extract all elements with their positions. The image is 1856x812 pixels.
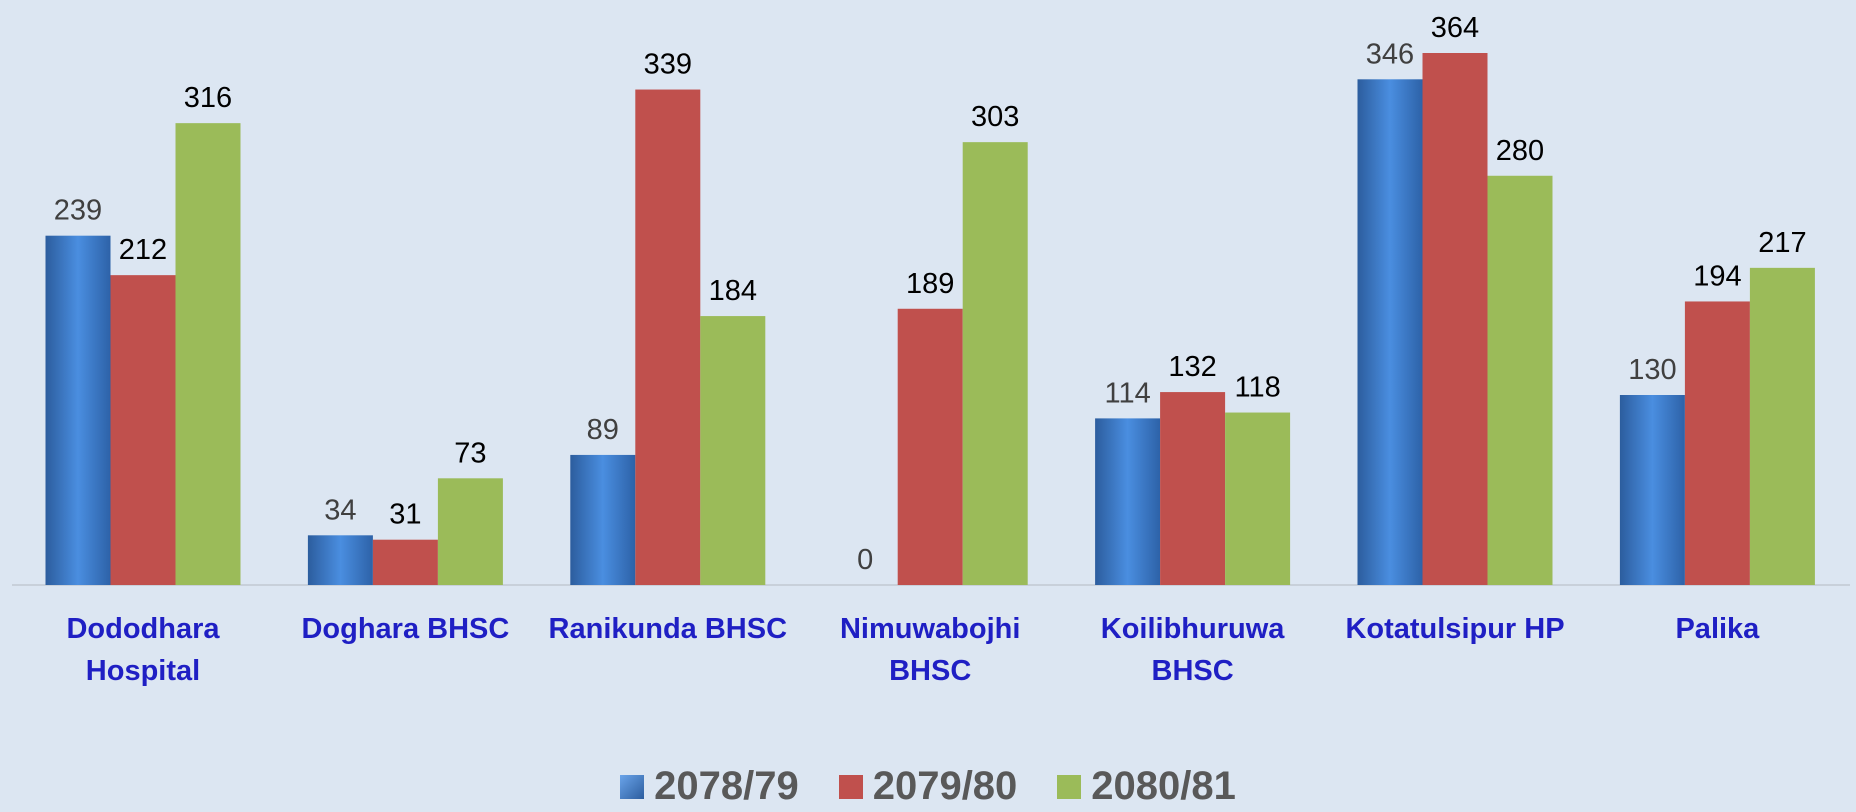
bar — [1619, 395, 1685, 585]
bar — [1160, 392, 1226, 585]
legend: 2078/79 2079/80 2080/81 — [0, 764, 1856, 809]
bar — [437, 478, 503, 585]
bar — [1684, 301, 1750, 585]
value-label: 31 — [389, 499, 421, 531]
value-label: 130 — [1628, 354, 1676, 386]
legend-swatch — [838, 774, 863, 799]
bar — [372, 539, 438, 585]
bar — [1749, 267, 1815, 585]
bar — [1225, 412, 1291, 585]
value-label: 132 — [1168, 351, 1216, 383]
value-label: 346 — [1366, 38, 1414, 70]
legend-label: 2079/80 — [872, 764, 1018, 808]
value-label: 339 — [644, 49, 692, 81]
bar — [1422, 53, 1488, 585]
value-label: 114 — [1104, 377, 1150, 409]
value-label: 34 — [324, 494, 356, 526]
value-label: 0 — [857, 544, 873, 576]
bar — [700, 316, 766, 585]
value-label: 217 — [1758, 227, 1806, 259]
bar — [570, 454, 636, 585]
legend-item: 2078/79 — [620, 764, 799, 809]
value-label: 280 — [1496, 135, 1544, 167]
legend-item: 2079/80 — [838, 764, 1018, 809]
legend-swatch — [1057, 774, 1082, 799]
value-label: 118 — [1234, 372, 1280, 404]
value-label: 364 — [1431, 12, 1479, 44]
value-label: 316 — [184, 82, 232, 114]
bar — [1095, 418, 1161, 585]
legend-item: 2080/81 — [1057, 764, 1236, 809]
bar — [1487, 175, 1553, 585]
value-label: 184 — [709, 275, 757, 307]
bar — [635, 89, 701, 586]
bar — [175, 123, 241, 586]
legend-label: 2078/79 — [654, 764, 799, 808]
value-label: 89 — [587, 414, 619, 446]
value-label: 73 — [454, 437, 486, 469]
bar — [110, 275, 176, 585]
bar — [1357, 79, 1423, 586]
x-tick-label: Kotatulsipur HP — [1345, 613, 1565, 645]
value-label: 194 — [1693, 260, 1741, 292]
legend-swatch — [620, 774, 645, 799]
x-tick-label: Nimuwabojhi BHSC — [839, 613, 1021, 687]
value-label: 239 — [54, 195, 102, 227]
value-label: 189 — [906, 268, 954, 300]
bar — [45, 235, 111, 585]
x-tick-label: Palika — [1675, 613, 1760, 645]
x-tick-label: Dododhara Hospital — [66, 613, 220, 687]
legend-label: 2080/81 — [1091, 764, 1236, 808]
x-tick-label: Doghara BHSC — [301, 613, 510, 645]
x-tick-label: Koilibhuruwa BHSC — [1100, 613, 1285, 687]
bar — [897, 308, 963, 585]
value-label: 303 — [971, 101, 1019, 133]
x-tick-label: Ranikunda BHSC — [548, 613, 788, 645]
bar — [307, 535, 373, 585]
value-label: 212 — [119, 234, 167, 266]
bar — [962, 142, 1028, 585]
